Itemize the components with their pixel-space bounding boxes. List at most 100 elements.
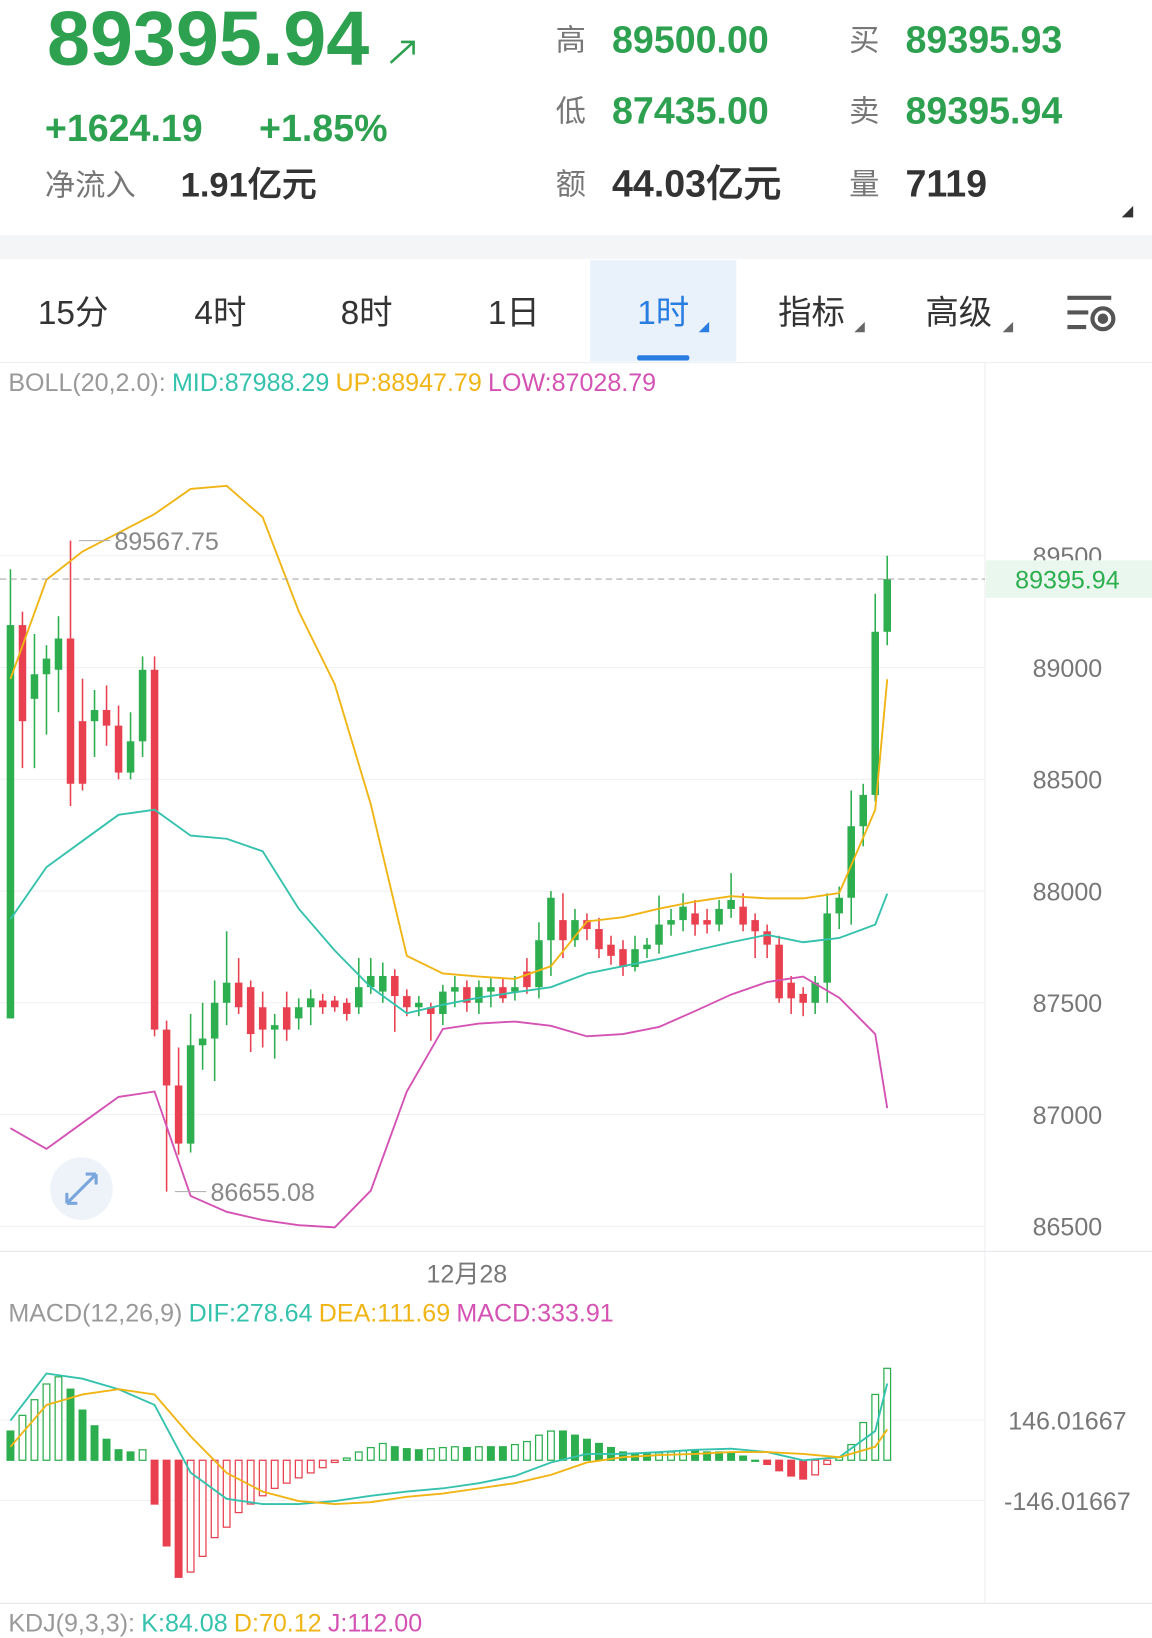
last-price-label: 89395.94 xyxy=(1015,566,1120,594)
legend-item: DEA:111.69 xyxy=(319,1299,450,1327)
tab[interactable]: 1时 xyxy=(637,295,689,332)
y-tick-label: 87000 xyxy=(1033,1102,1103,1130)
candle-body xyxy=(799,993,807,1003)
candle-body xyxy=(643,944,651,950)
tab[interactable]: 高级 xyxy=(925,295,992,332)
candle-body xyxy=(787,982,795,999)
y-tick-label: 88500 xyxy=(1033,767,1103,795)
macd-bar xyxy=(679,1450,688,1461)
macd-bar xyxy=(522,1440,531,1461)
settings-icon[interactable] xyxy=(1067,295,1116,332)
indicator-line xyxy=(9,1388,889,1505)
macd-bar xyxy=(330,1459,339,1464)
tab[interactable]: 1日 xyxy=(488,295,540,332)
macd-bar xyxy=(126,1451,135,1461)
macd-bar xyxy=(823,1459,832,1466)
macd-bar xyxy=(462,1446,471,1461)
candle-body xyxy=(150,669,159,1030)
legend-item: J:112.00 xyxy=(328,1610,422,1638)
macd-bar xyxy=(510,1443,519,1461)
last-price: 89395.94 xyxy=(47,0,369,82)
tab[interactable]: 8时 xyxy=(341,295,393,332)
stat-value: 44.03亿元 xyxy=(612,163,781,205)
tab-dropdown xyxy=(698,321,710,333)
candle-body xyxy=(619,949,627,968)
macd-bar xyxy=(787,1459,796,1477)
candle-body xyxy=(499,987,507,999)
macd-bar xyxy=(30,1399,39,1461)
macd-bar xyxy=(546,1430,555,1461)
legend-item: LOW:87028.79 xyxy=(488,369,656,397)
candle-body xyxy=(583,920,591,930)
candle-body xyxy=(6,625,15,1019)
macd-bar xyxy=(138,1449,147,1461)
indicator-line xyxy=(9,808,889,1015)
macd-bar xyxy=(270,1459,279,1489)
legend-item: UP:88947.79 xyxy=(336,369,482,397)
stat-value: 89395.94 xyxy=(906,89,1063,131)
macd-bar xyxy=(102,1438,111,1461)
stat-label: 额 xyxy=(556,167,586,201)
candle-body xyxy=(379,975,387,992)
candle-body xyxy=(751,920,759,932)
candle-body xyxy=(367,975,375,988)
active-tab-underline xyxy=(637,355,690,361)
stat-value: 89395.93 xyxy=(906,18,1063,60)
macd-bar xyxy=(486,1446,495,1461)
candle-body xyxy=(667,920,675,925)
x-tick-label: 12月28 xyxy=(426,1261,507,1289)
macd-bar xyxy=(378,1442,387,1461)
candle-body xyxy=(294,1007,303,1019)
macd-bar xyxy=(306,1459,315,1474)
macd-bar xyxy=(691,1450,700,1461)
candle-body xyxy=(54,638,63,670)
tab[interactable]: 指标 xyxy=(778,295,845,332)
candle-body xyxy=(210,1002,219,1039)
candle-body xyxy=(355,987,363,1008)
candle-body xyxy=(835,897,843,914)
plot-layer: 高 89500.00 低 87435.00 额 44.03亿元 买 89395.93 卖 8939… xyxy=(0,18,1152,1638)
legend-item: KDJ(9,3,3): xyxy=(8,1610,135,1638)
candle-body xyxy=(811,982,819,1003)
y-tick-label: 87500 xyxy=(1033,990,1103,1018)
candle-body xyxy=(198,1038,207,1046)
macd-bar xyxy=(318,1459,327,1469)
stat-label: 量 xyxy=(849,168,879,201)
macd-bar xyxy=(90,1425,99,1461)
macd-bar xyxy=(150,1459,159,1505)
stat-label: 买 xyxy=(849,24,879,57)
candle-body xyxy=(258,1007,267,1030)
candle-body xyxy=(679,906,687,921)
candle-body xyxy=(18,625,27,722)
macd-bar xyxy=(739,1455,748,1461)
candle-body xyxy=(559,920,567,941)
candle-body xyxy=(547,897,555,941)
candle-body xyxy=(90,710,99,722)
tab[interactable]: 15分 xyxy=(38,295,109,332)
candle-body xyxy=(102,710,111,726)
net-inflow: 1.91亿元 xyxy=(181,167,317,205)
y-tick-label: 89000 xyxy=(1033,655,1103,683)
y-tick-label: 86500 xyxy=(1033,1214,1103,1242)
tab[interactable]: 4时 xyxy=(194,295,246,332)
candle-body xyxy=(138,669,147,742)
y-tick-label: -146.01667 xyxy=(1004,1488,1131,1516)
macd-bar xyxy=(174,1459,183,1578)
candle-body xyxy=(487,987,495,992)
fullscreen-button[interactable] xyxy=(50,1157,113,1221)
macd-bar xyxy=(883,1367,892,1461)
macd-bar xyxy=(558,1430,567,1461)
macd-bar xyxy=(198,1459,207,1557)
active-tab-bg xyxy=(590,260,737,362)
indicator-line xyxy=(9,975,889,1229)
macd-bar xyxy=(282,1459,291,1484)
stat-value: 87435.00 xyxy=(612,89,769,131)
candle-body xyxy=(631,949,639,968)
candle-body xyxy=(174,1085,183,1144)
macd-bar xyxy=(54,1376,63,1461)
macd-bar xyxy=(583,1438,591,1461)
macd-bar xyxy=(534,1434,543,1461)
candle-body xyxy=(162,1029,171,1086)
candle-body xyxy=(763,931,771,945)
